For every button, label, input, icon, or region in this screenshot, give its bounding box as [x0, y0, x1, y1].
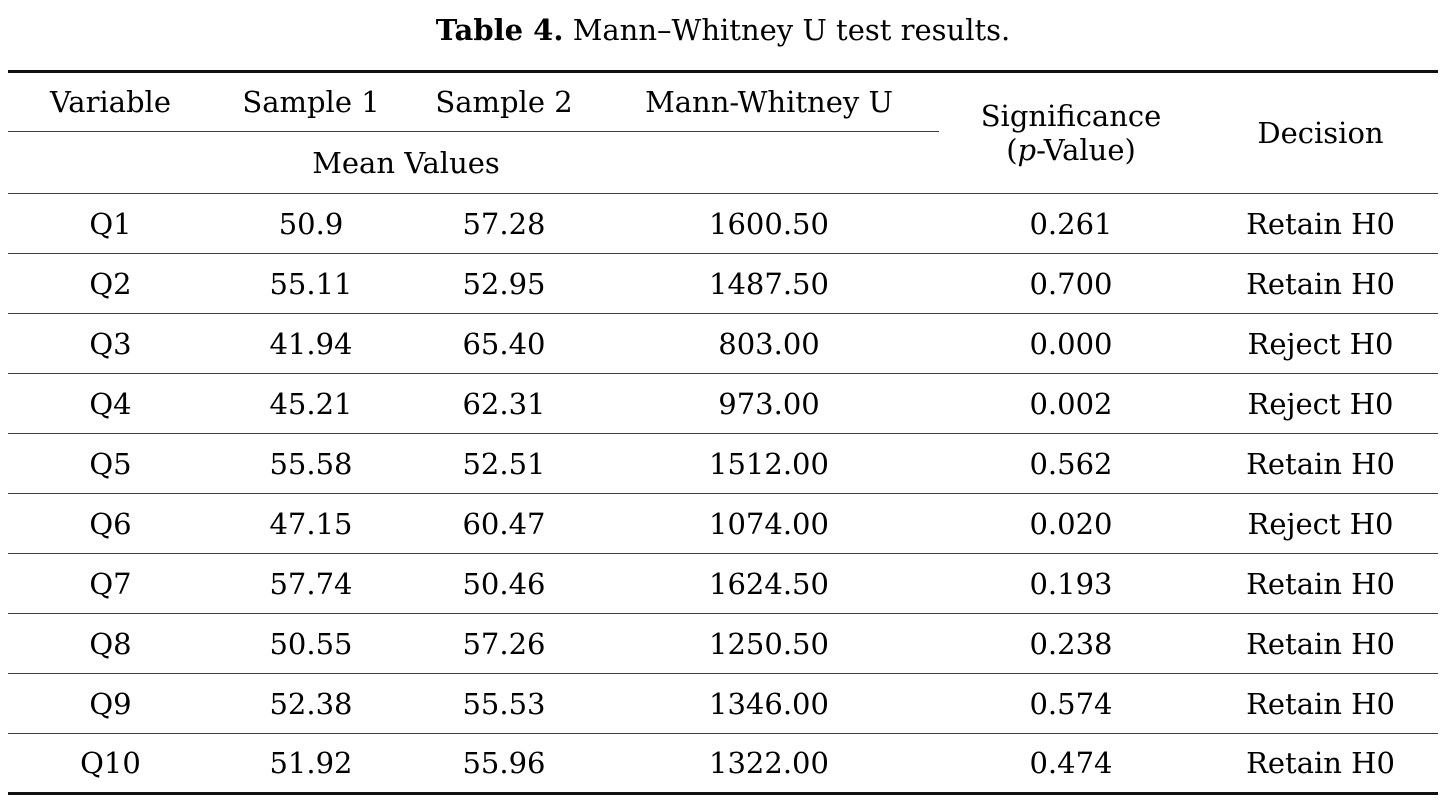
header-row-1: Variable Sample 1 Sample 2 Mann-Whitney …	[8, 71, 1438, 194]
cell-sample1: 51.92	[269, 746, 353, 780]
cell-u: 803.00	[599, 313, 939, 374]
p-italic: p	[1017, 133, 1037, 167]
table-row: Q9 52.38 55.53 1346.00 0.574 Retain H0	[8, 673, 1438, 734]
cell-variable: Q9	[8, 673, 213, 734]
cell-pvalue: 0.000	[939, 313, 1203, 374]
cell-decision: Retain H0	[1203, 553, 1438, 614]
cell-sample2: 57.28	[409, 193, 599, 254]
cell-sample1: 50.55	[213, 613, 409, 674]
cell-sample2: 62.31	[409, 373, 599, 434]
cell-u: 1250.50	[599, 613, 939, 674]
table-caption: Table 4. Mann–Whitney U test results.	[0, 8, 1446, 52]
header-mann-whitney-u: Mann-Whitney U	[599, 71, 939, 132]
cell-sample1: 41.94	[213, 313, 409, 374]
cell-pvalue: 0.261	[939, 193, 1203, 254]
cell-sample1: 55.58	[213, 433, 409, 494]
cell-pvalue: 0.574	[939, 673, 1203, 734]
cell-sample1: 45.21	[213, 373, 409, 434]
cell-u: 1600.50	[599, 193, 939, 254]
header-row-2: Mean Values	[8, 131, 1438, 194]
cell-sample1: 57.74	[213, 553, 409, 614]
cell-pvalue: 0.700	[939, 253, 1203, 314]
cell-pvalue: 0.002	[939, 373, 1203, 434]
cell-pvalue: 0.562	[939, 433, 1203, 494]
table-row: Q6 47.15 60.47 1074.00 0.020 Reject H0	[8, 493, 1438, 554]
table-row: Q5 55.58 52.51 1512.00 0.562 Retain H0	[8, 433, 1438, 494]
table-row: Q7 57.74 50.46 1624.50 0.193 Retain H0	[8, 553, 1438, 614]
table-caption-text: Mann–Whitney U test results.	[572, 13, 1011, 47]
cell-sample2: 65.40	[409, 313, 599, 374]
header-mean-values: Mean Values	[213, 131, 599, 194]
cell-pvalue: 0.238	[939, 613, 1203, 674]
cell-variable: Q4	[8, 373, 213, 434]
header-significance-line2: (p-Value)	[1006, 133, 1136, 167]
header-spacer-left	[8, 131, 213, 194]
header-variable: Variable	[8, 71, 213, 132]
cell-sample1: 52.38	[213, 673, 409, 734]
header-significance: Significance (p-Value)	[939, 71, 1203, 194]
cell-pvalue: 0.474	[1029, 746, 1113, 780]
cell-sample2: 57.26	[409, 613, 599, 674]
cell-decision: Reject H0	[1203, 373, 1438, 434]
table-row: Q3 41.94 65.40 803.00 0.000 Reject H0	[8, 313, 1438, 374]
table-row: Q4 45.21 62.31 973.00 0.002 Reject H0	[8, 373, 1438, 434]
cell-variable: Q1	[8, 193, 213, 254]
cell-variable: Q3	[8, 313, 213, 374]
cell-sample2: 55.53	[409, 673, 599, 734]
cell-decision: Reject H0	[1203, 493, 1438, 554]
cell-decision: Retain H0	[1203, 193, 1438, 254]
cell-sample1: 47.15	[213, 493, 409, 554]
cell-u: 1487.50	[599, 253, 939, 314]
cell-pvalue: 0.193	[939, 553, 1203, 614]
header-sample1: Sample 1	[213, 71, 409, 132]
table-header: Variable Sample 1 Sample 2 Mann-Whitney …	[8, 71, 1438, 194]
cell-sample2: 55.96	[462, 746, 546, 780]
cell-decision: Retain H0	[1246, 746, 1395, 780]
cell-variable: Q6	[8, 493, 213, 554]
cell-sample2: 50.46	[409, 553, 599, 614]
cell-sample2: 60.47	[409, 493, 599, 554]
cell-variable: Q5	[8, 433, 213, 494]
table-row: Q1 50.9 57.28 1600.50 0.261 Retain H0	[8, 193, 1438, 254]
cell-variable: Q10	[80, 746, 141, 780]
cell-decision: Retain H0	[1203, 673, 1438, 734]
cell-u: 1512.00	[599, 433, 939, 494]
header-spacer-right	[599, 131, 939, 194]
results-table: Variable Sample 1 Sample 2 Mann-Whitney …	[8, 70, 1438, 795]
table-row: Q10 51.92 55.96 1322.00 0.474 Retain H0	[8, 734, 1438, 794]
cell-decision: Retain H0	[1203, 433, 1438, 494]
table-body: Q1 50.9 57.28 1600.50 0.261 Retain H0 Q2…	[8, 193, 1438, 794]
cell-sample2: 52.95	[409, 253, 599, 314]
cell-sample1: 55.11	[213, 253, 409, 314]
table-row: Q2 55.11 52.95 1487.50 0.700 Retain H0	[8, 253, 1438, 314]
cell-sample1: 50.9	[213, 193, 409, 254]
cell-variable: Q7	[8, 553, 213, 614]
cell-decision: Retain H0	[1203, 253, 1438, 314]
header-decision: Decision	[1203, 71, 1438, 194]
table-row: Q8 50.55 57.26 1250.50 0.238 Retain H0	[8, 613, 1438, 674]
cell-u: 1074.00	[599, 493, 939, 554]
table-caption-label: Table 4.	[435, 13, 564, 47]
cell-decision: Reject H0	[1203, 313, 1438, 374]
header-sample2: Sample 2	[409, 71, 599, 132]
cell-variable: Q8	[8, 613, 213, 674]
cell-u: 1322.00	[709, 746, 829, 780]
cell-u: 1624.50	[599, 553, 939, 614]
cell-u: 973.00	[599, 373, 939, 434]
cell-pvalue: 0.020	[939, 493, 1203, 554]
cell-u: 1346.00	[599, 673, 939, 734]
cell-decision: Retain H0	[1203, 613, 1438, 674]
header-significance-line1: Significance	[980, 98, 1162, 133]
cell-sample2: 52.51	[409, 433, 599, 494]
cell-variable: Q2	[8, 253, 213, 314]
